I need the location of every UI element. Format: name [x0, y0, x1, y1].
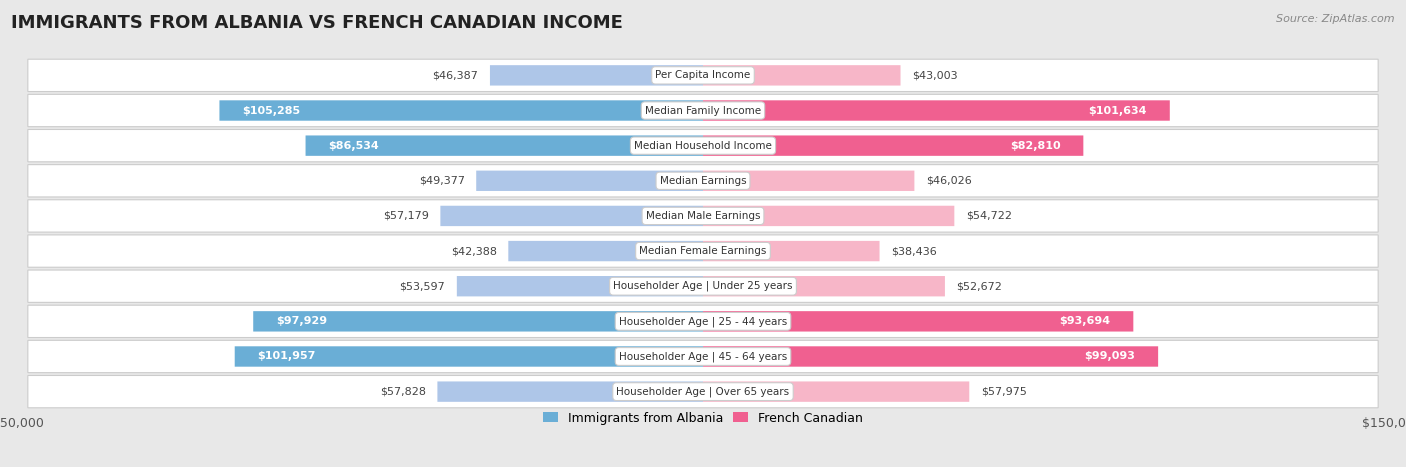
Text: Householder Age | Over 65 years: Householder Age | Over 65 years: [616, 386, 790, 397]
Text: $101,634: $101,634: [1088, 106, 1147, 115]
FancyBboxPatch shape: [703, 100, 1170, 120]
Text: Median Female Earnings: Median Female Earnings: [640, 246, 766, 256]
Text: Source: ZipAtlas.com: Source: ZipAtlas.com: [1277, 14, 1395, 24]
FancyBboxPatch shape: [703, 170, 914, 191]
Text: Median Household Income: Median Household Income: [634, 141, 772, 151]
Text: $82,810: $82,810: [1010, 141, 1060, 151]
FancyBboxPatch shape: [489, 65, 703, 85]
FancyBboxPatch shape: [703, 241, 880, 261]
FancyBboxPatch shape: [703, 206, 955, 226]
FancyBboxPatch shape: [509, 241, 703, 261]
Text: IMMIGRANTS FROM ALBANIA VS FRENCH CANADIAN INCOME: IMMIGRANTS FROM ALBANIA VS FRENCH CANADI…: [11, 14, 623, 32]
Text: $46,387: $46,387: [433, 71, 478, 80]
FancyBboxPatch shape: [235, 347, 703, 367]
Text: Median Earnings: Median Earnings: [659, 176, 747, 186]
FancyBboxPatch shape: [437, 382, 703, 402]
Text: $54,722: $54,722: [966, 211, 1012, 221]
FancyBboxPatch shape: [28, 340, 1378, 373]
Text: Per Capita Income: Per Capita Income: [655, 71, 751, 80]
Text: $101,957: $101,957: [257, 352, 316, 361]
Text: $38,436: $38,436: [891, 246, 936, 256]
Text: $42,388: $42,388: [451, 246, 496, 256]
FancyBboxPatch shape: [28, 165, 1378, 197]
Text: $86,534: $86,534: [329, 141, 380, 151]
FancyBboxPatch shape: [28, 305, 1378, 338]
Text: $43,003: $43,003: [912, 71, 957, 80]
FancyBboxPatch shape: [28, 235, 1378, 267]
FancyBboxPatch shape: [28, 94, 1378, 127]
FancyBboxPatch shape: [440, 206, 703, 226]
Text: $57,975: $57,975: [981, 387, 1026, 396]
FancyBboxPatch shape: [305, 135, 703, 156]
FancyBboxPatch shape: [28, 59, 1378, 92]
Text: $57,179: $57,179: [382, 211, 429, 221]
FancyBboxPatch shape: [703, 347, 1159, 367]
Text: $93,694: $93,694: [1059, 316, 1111, 326]
Text: Householder Age | Under 25 years: Householder Age | Under 25 years: [613, 281, 793, 291]
Text: $99,093: $99,093: [1084, 352, 1135, 361]
Legend: Immigrants from Albania, French Canadian: Immigrants from Albania, French Canadian: [538, 407, 868, 430]
Text: Householder Age | 45 - 64 years: Householder Age | 45 - 64 years: [619, 351, 787, 362]
Text: $46,026: $46,026: [927, 176, 972, 186]
FancyBboxPatch shape: [703, 276, 945, 297]
FancyBboxPatch shape: [28, 129, 1378, 162]
FancyBboxPatch shape: [703, 311, 1133, 332]
FancyBboxPatch shape: [457, 276, 703, 297]
Text: $53,597: $53,597: [399, 281, 446, 291]
Text: Median Family Income: Median Family Income: [645, 106, 761, 115]
Text: $49,377: $49,377: [419, 176, 465, 186]
Text: Median Male Earnings: Median Male Earnings: [645, 211, 761, 221]
FancyBboxPatch shape: [703, 135, 1084, 156]
FancyBboxPatch shape: [28, 200, 1378, 232]
Text: Householder Age | 25 - 44 years: Householder Age | 25 - 44 years: [619, 316, 787, 326]
Text: $57,828: $57,828: [380, 387, 426, 396]
Text: $52,672: $52,672: [956, 281, 1002, 291]
FancyBboxPatch shape: [703, 382, 969, 402]
FancyBboxPatch shape: [253, 311, 703, 332]
FancyBboxPatch shape: [28, 375, 1378, 408]
FancyBboxPatch shape: [703, 65, 900, 85]
FancyBboxPatch shape: [219, 100, 703, 120]
Text: $105,285: $105,285: [242, 106, 301, 115]
Text: $97,929: $97,929: [276, 316, 328, 326]
FancyBboxPatch shape: [28, 270, 1378, 302]
FancyBboxPatch shape: [477, 170, 703, 191]
